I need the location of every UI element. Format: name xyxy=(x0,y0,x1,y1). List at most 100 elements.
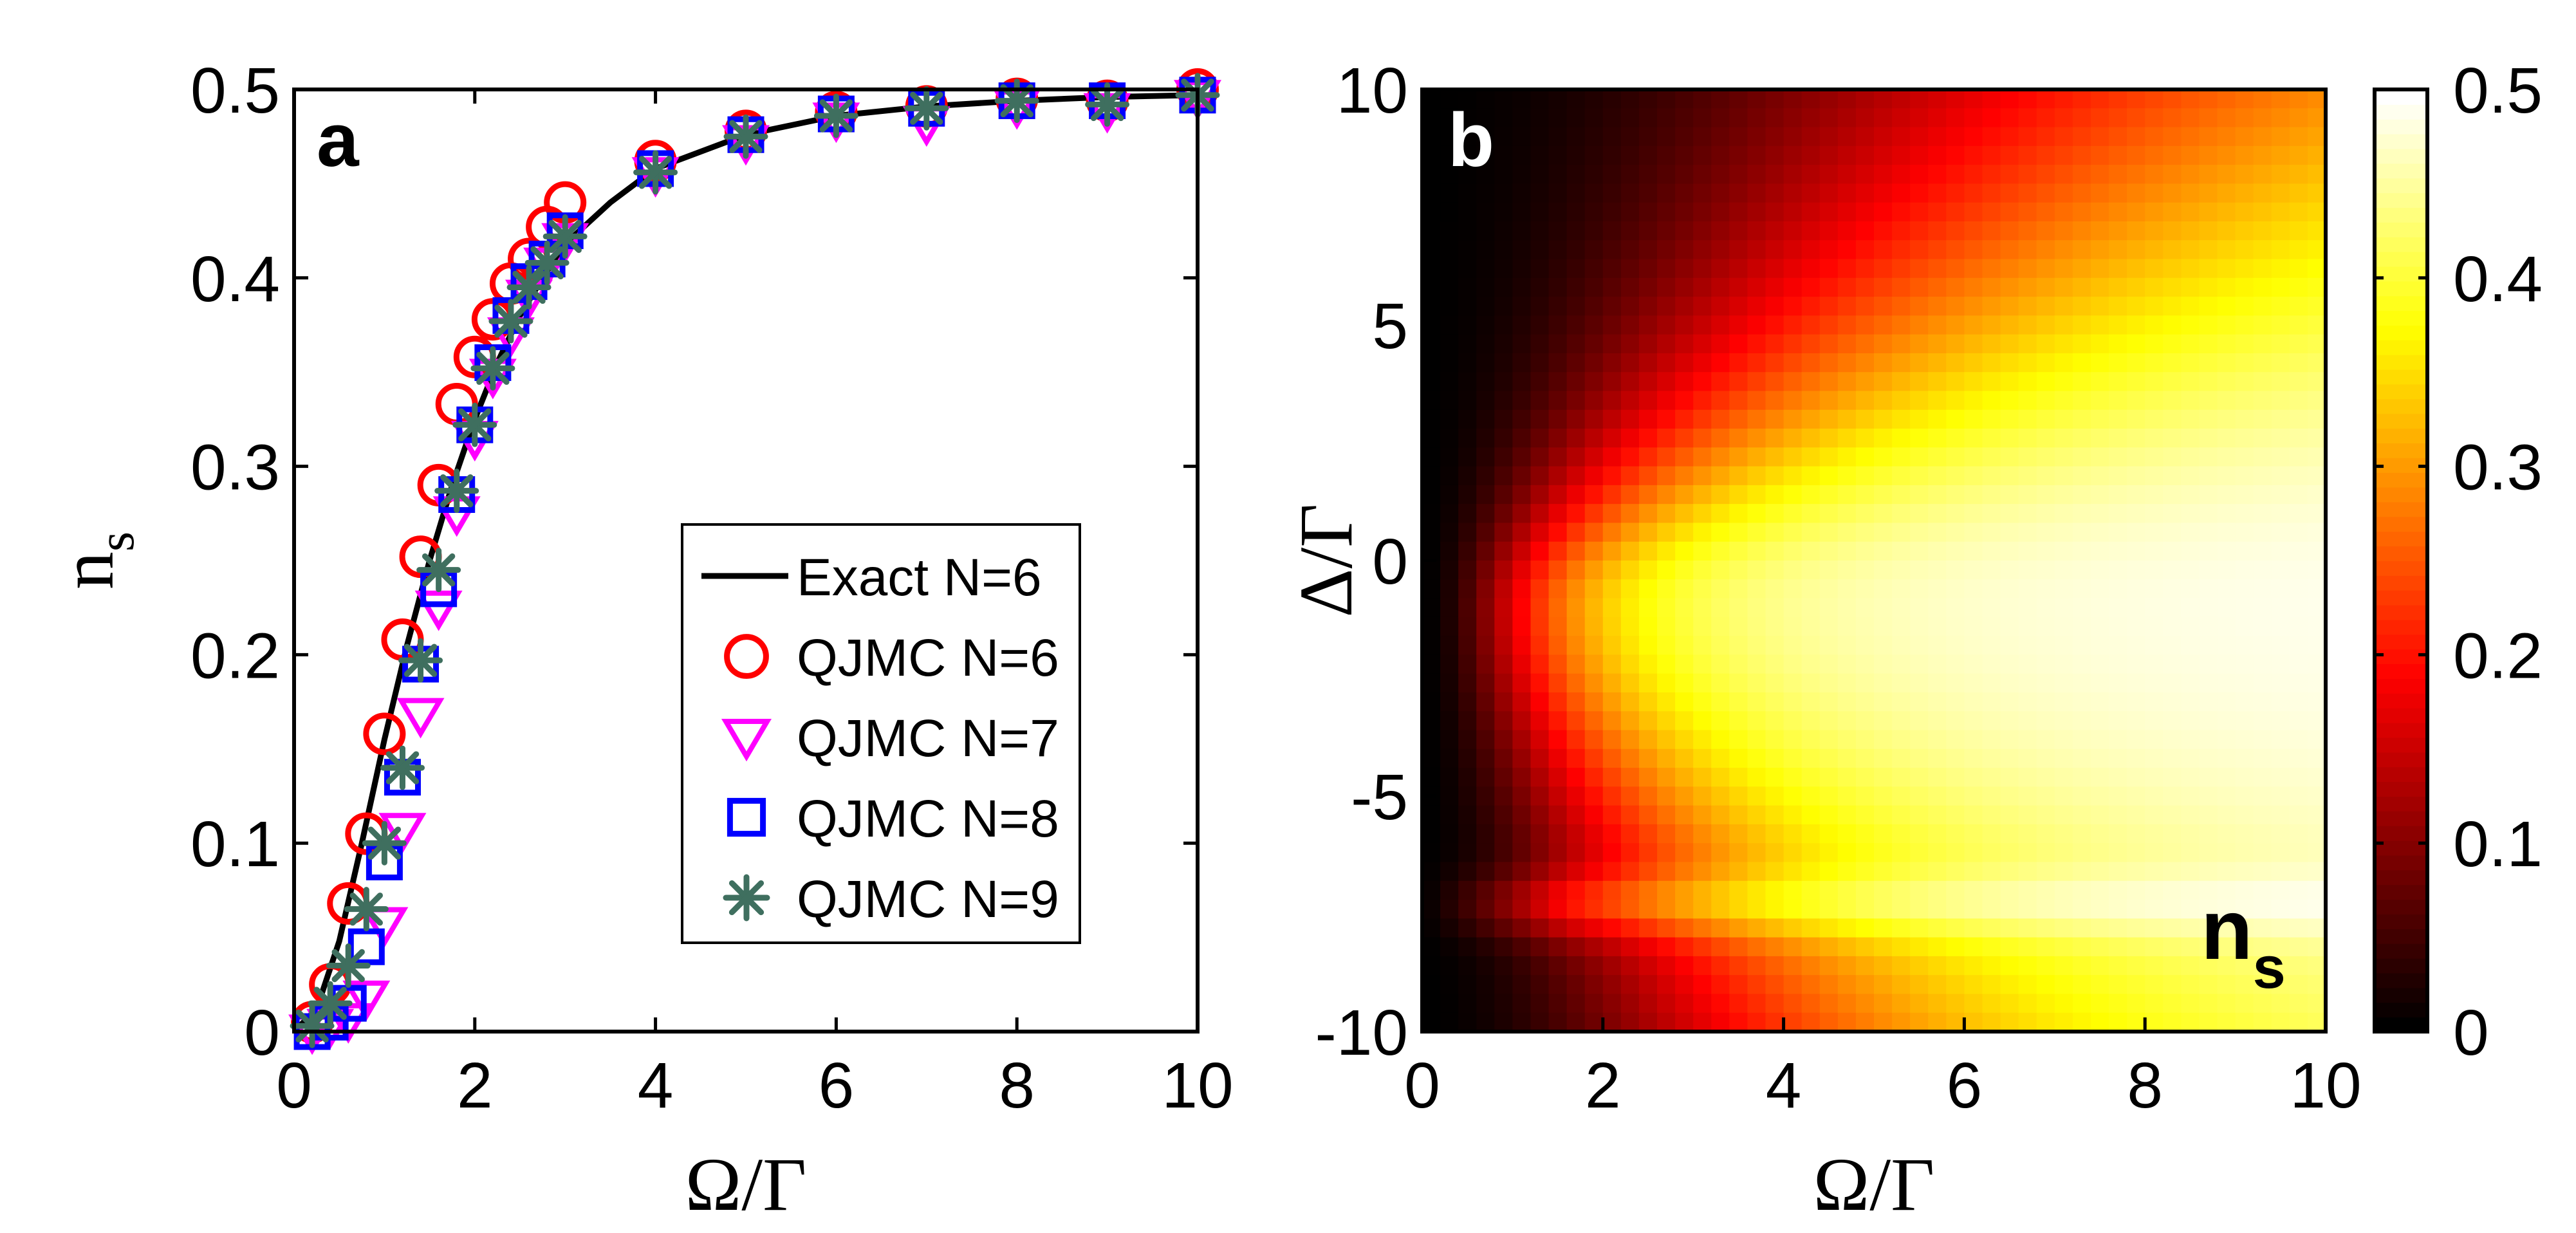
heatmap-cell xyxy=(2054,183,2073,203)
heatmap-cell xyxy=(2018,485,2037,505)
heatmap-cell xyxy=(2109,466,2127,486)
heatmap-cell xyxy=(1548,447,1568,467)
heatmap-cell xyxy=(2235,485,2254,505)
heatmap-cell xyxy=(1837,429,1857,449)
heatmap-cell xyxy=(1711,673,1730,693)
heatmap-cell xyxy=(2217,372,2236,392)
heatmap-cell xyxy=(1837,183,1857,203)
heatmap-cell xyxy=(1910,636,1929,656)
heatmap-cell xyxy=(1548,692,1568,712)
heatmap-cell xyxy=(1819,1012,1839,1032)
heatmap-cell xyxy=(1910,975,1929,995)
heatmap-cell xyxy=(2235,824,2254,844)
heatmap-cell xyxy=(1711,616,1730,636)
heatmap-cell xyxy=(2235,447,2254,467)
heatmap-cell xyxy=(1783,523,1802,542)
heatmap-cell xyxy=(2054,786,2073,806)
heatmap-cell xyxy=(2090,748,2109,768)
heatmap-cell xyxy=(1566,127,1586,147)
heatmap-cell xyxy=(1711,730,1730,750)
heatmap-cell xyxy=(2054,523,2073,542)
heatmap-cell xyxy=(1458,127,1478,147)
heatmap-cell xyxy=(1422,805,1441,825)
heatmap-cell xyxy=(1638,673,1658,693)
heatmap-cell xyxy=(2145,862,2164,882)
heatmap-cell xyxy=(1928,918,1947,938)
panel-a-x-axis-label: Ω/Γ xyxy=(685,1142,807,1227)
heatmap-cell xyxy=(1946,994,1965,1014)
heatmap-cell xyxy=(1602,692,1622,712)
heatmap-cell xyxy=(1620,315,1640,335)
heatmap-cell xyxy=(2163,768,2182,788)
heatmap-cell xyxy=(1530,466,1550,486)
heatmap-cell xyxy=(2145,673,2164,693)
heatmap-cell xyxy=(1837,824,1857,844)
heatmap-cell xyxy=(1892,89,1911,109)
heatmap-cell xyxy=(2163,636,2182,656)
heatmap-cell xyxy=(1548,636,1568,656)
heatmap-cell xyxy=(1675,862,1694,882)
heatmap-cell xyxy=(2217,127,2236,147)
heatmap-cell xyxy=(1964,616,1983,636)
heatmap-cell xyxy=(1910,145,1929,165)
heatmap-cell xyxy=(1765,843,1784,863)
colorbar-segment xyxy=(2375,221,2427,237)
heatmap-cell xyxy=(1422,994,1441,1014)
heatmap-cell xyxy=(2163,240,2182,260)
heatmap-cell xyxy=(1964,183,1983,203)
heatmap-cell xyxy=(2253,277,2272,297)
heatmap-cell xyxy=(1982,259,2001,279)
heatmap-cell xyxy=(2036,561,2055,580)
heatmap-cell xyxy=(2000,561,2019,580)
heatmap-cell xyxy=(1530,353,1550,373)
heatmap-cell xyxy=(1657,616,1676,636)
heatmap-cell xyxy=(1765,975,1784,995)
heatmap-cell xyxy=(1765,259,1784,279)
heatmap-cell xyxy=(2307,1012,2326,1032)
heatmap-cell xyxy=(1946,391,1965,411)
heatmap-cell xyxy=(1440,636,1459,656)
heatmap-cell xyxy=(1964,240,1983,260)
heatmap-cell xyxy=(1765,277,1784,297)
heatmap-cell xyxy=(2217,824,2236,844)
heatmap-cell xyxy=(1711,315,1730,335)
heatmap-cell xyxy=(1747,315,1766,335)
heatmap-cell xyxy=(1693,277,1712,297)
heatmap-cell xyxy=(1747,786,1766,806)
heatmap-cell xyxy=(1729,391,1748,411)
heatmap-cell xyxy=(1548,315,1568,335)
heatmap-cell xyxy=(2217,579,2236,599)
heatmap-cell xyxy=(2163,259,2182,279)
heatmap-cell xyxy=(2235,353,2254,373)
heatmap-cell xyxy=(1566,786,1586,806)
heatmap-cell xyxy=(1801,994,1821,1014)
heatmap-cell xyxy=(1693,466,1712,486)
heatmap-cell xyxy=(1422,824,1441,844)
heatmap-cell xyxy=(1729,824,1748,844)
heatmap-cell xyxy=(2018,748,2037,768)
heatmap-cell xyxy=(2018,334,2037,354)
heatmap-cell xyxy=(1530,409,1550,429)
heatmap-cell xyxy=(1946,561,1965,580)
heatmap-cell xyxy=(1494,862,1514,882)
heatmap-cell xyxy=(1440,523,1459,542)
heatmap-cell xyxy=(2145,541,2164,561)
heatmap-cell xyxy=(1946,183,1965,203)
heatmap-cell xyxy=(1819,372,1839,392)
heatmap-cell xyxy=(2271,616,2290,636)
heatmap-cell xyxy=(2000,880,2019,900)
heatmap-cell xyxy=(2163,598,2182,618)
heatmap-cell xyxy=(1910,994,1929,1014)
heatmap-cell xyxy=(1566,956,1586,976)
heatmap-cell xyxy=(1982,297,2001,317)
heatmap-cell xyxy=(2307,372,2326,392)
heatmap-cell xyxy=(1783,900,1802,920)
heatmap-cell xyxy=(2181,937,2200,957)
heatmap-cell xyxy=(2036,579,2055,599)
heatmap-cell xyxy=(1512,616,1532,636)
heatmap-cell xyxy=(1422,409,1441,429)
heatmap-cell xyxy=(2109,636,2127,656)
heatmap-cell xyxy=(1874,89,1893,109)
heatmap-cell xyxy=(1657,372,1676,392)
heatmap-cell xyxy=(1422,466,1441,486)
